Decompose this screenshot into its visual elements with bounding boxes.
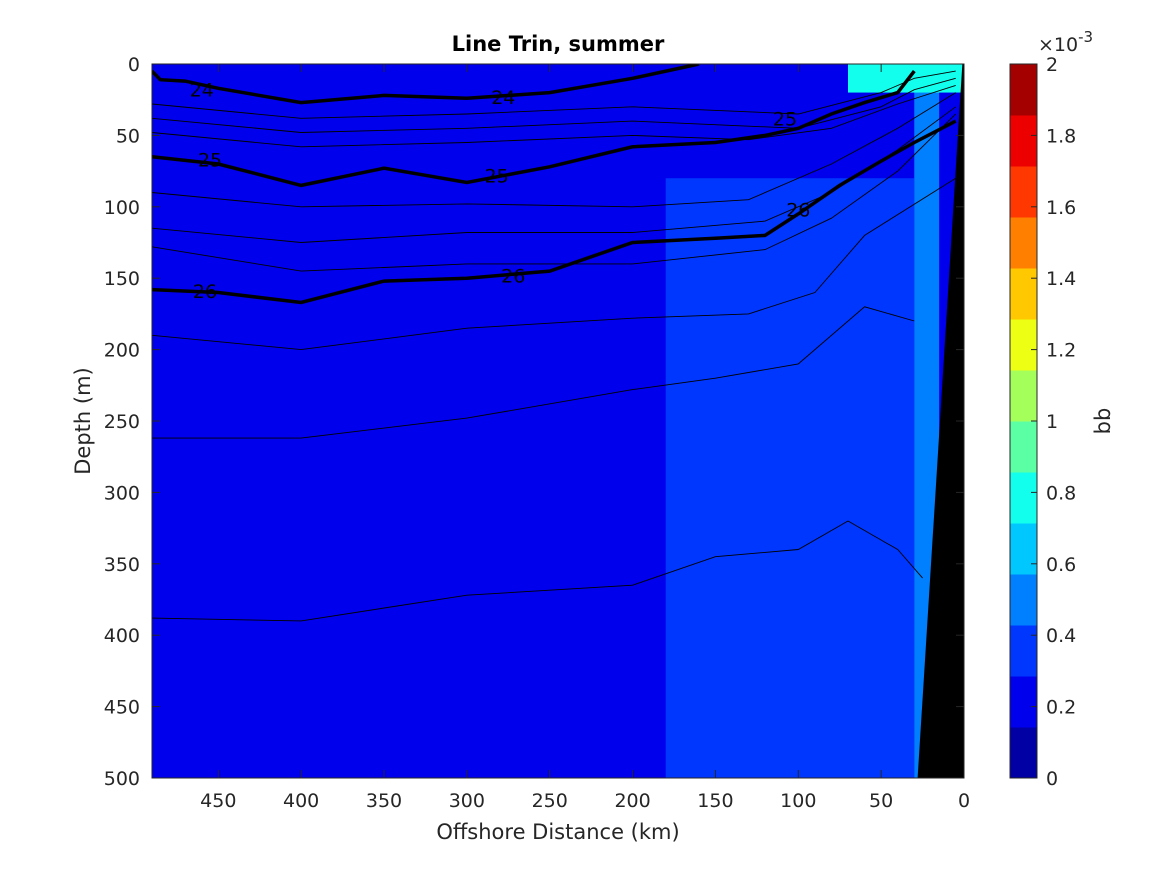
colorbar-label: bb [1091,408,1115,435]
x-tick-label: 450 [200,790,236,812]
colorbar-segment [1010,727,1037,779]
colorbar-tick-label: 1.8 [1046,125,1076,147]
x-tick-label: 0 [958,790,970,812]
colorbar-segment [1010,421,1037,473]
y-tick-label: 150 [104,268,140,290]
isopycnal-thin-7 [152,177,956,351]
colorbar-tick-label: 1 [1046,411,1058,433]
y-tick-label: 50 [116,125,140,147]
contour-label-24: 24 [491,87,515,109]
colorbar-segment [1010,217,1037,269]
colorbar-tick-label: 1.4 [1046,268,1076,290]
colorbar-tick-label: 0 [1046,768,1058,790]
isopycnal-thin-2 [152,77,956,133]
y-tick-label: 400 [104,625,140,647]
x-tick-label: 200 [614,790,650,812]
isopycnal-contours [152,64,957,622]
bb-field [152,64,964,778]
contour-label-24: 24 [190,80,214,102]
isopycnal-25 [152,70,916,188]
colorbar-segment [1010,523,1037,575]
x-tick-label: 350 [366,790,402,812]
isopycnal-thin-6 [152,113,957,272]
isopycnal-thin-9 [152,520,923,622]
colorbar-tick-label: 2 [1046,54,1058,76]
chart-title: Line Trin, summer [452,32,665,56]
x-tick-label: 300 [449,790,485,812]
colorbar-segment [1010,472,1037,524]
y-tick-label: 350 [104,554,140,576]
y-tick-label: 300 [104,482,140,504]
contour-label-26: 26 [501,265,525,287]
contour-label-25: 25 [485,165,509,187]
colorbar-exponent: ×10-3 [1038,28,1093,56]
x-tick-label: 250 [532,790,568,812]
isopycnal-thin-3 [152,84,956,148]
x-axis-ticks: 450 400 350 300 250 200 150 100 50 0 [200,64,970,812]
isopycnal-thin-4 [152,92,956,208]
x-tick-label: 100 [780,790,816,812]
y-tick-label: 250 [104,411,140,433]
colorbar [1010,64,1037,779]
colorbar-segment [1010,64,1037,116]
colorbar-segment [1010,268,1037,320]
isopycnal-26 [152,119,957,305]
colorbar-segment [1010,676,1037,728]
colorbar-segment [1010,166,1037,218]
y-tick-label: 500 [104,768,140,790]
y-tick-label: 100 [104,197,140,219]
shelf-bathymetry [917,64,964,778]
colorbar-segment [1010,319,1037,371]
colorbar-segment [1010,370,1037,422]
contour-label-25: 25 [773,108,797,130]
colorbar-ticks: 0 0.2 0.4 0.6 0.8 1 1.2 1.4 1.6 1.8 2 [1031,54,1076,790]
colorbar-tick-label: 0.2 [1046,697,1076,719]
colorbar-segment [1010,115,1037,167]
y-tick-label: 450 [104,697,140,719]
y-tick-label: 200 [104,340,140,362]
colorbar-segment [1010,574,1037,626]
contour-label-25: 25 [198,150,222,172]
contour-labels: 24 24 25 25 25 26 26 26 [190,80,811,303]
field-band-surface [152,64,964,179]
x-tick-label: 150 [697,790,733,812]
colorbar-tick-label: 1.2 [1046,340,1076,362]
colorbar-segment [1010,625,1037,677]
x-axis-label: Offshore Distance (km) [436,820,679,844]
contour-label-26: 26 [193,281,217,303]
isopycnal-24 [152,64,700,105]
colorbar-tick-label: 0.6 [1046,554,1076,576]
y-tick-label: 0 [128,54,140,76]
field-band-surface-nearshore [848,64,964,93]
x-tick-label: 400 [283,790,319,812]
colorbar-exponent-base: ×10 [1038,34,1078,56]
y-axis-label: Depth (m) [71,367,95,474]
field-band-offshore-deep [152,192,666,778]
isopycnal-thin-8 [152,306,915,439]
colorbar-tick-label: 0.4 [1046,625,1076,647]
plot-area: 24 24 25 25 25 26 26 26 [152,64,964,778]
colorbar-tick-label: 1.6 [1046,197,1076,219]
colorbar-tick-label: 0.8 [1046,482,1076,504]
field-band-nearshore [665,178,915,778]
y-axis-ticks: 0 50 100 150 200 250 300 350 400 450 500 [104,54,964,790]
contour-label-26: 26 [786,200,810,222]
colorbar-exponent-power: -3 [1078,28,1093,46]
x-tick-label: 50 [869,790,893,812]
